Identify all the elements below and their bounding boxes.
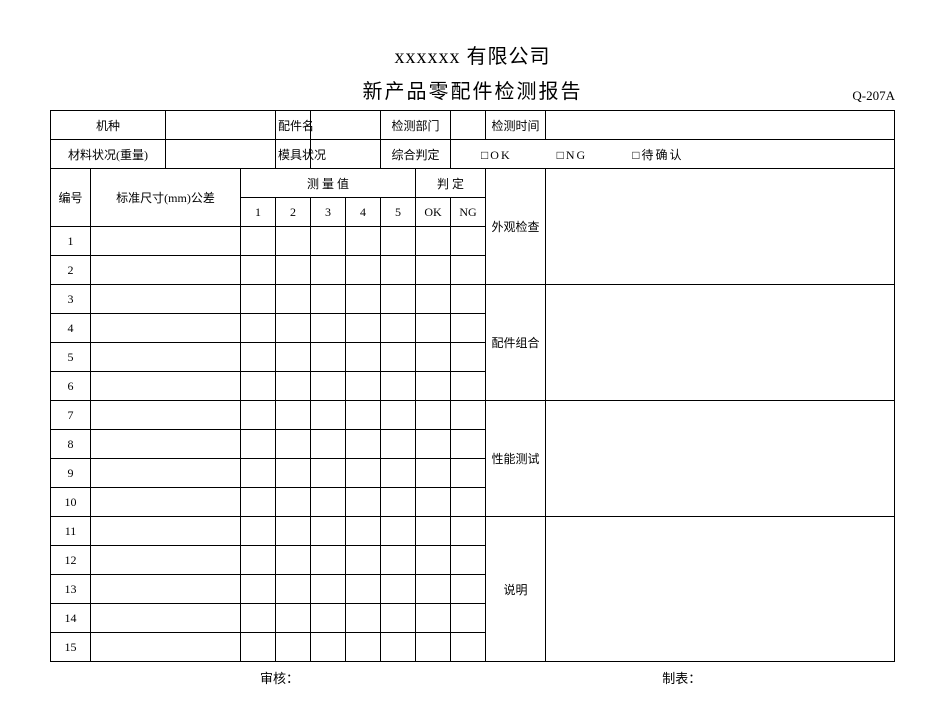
row-no: 8 bbox=[51, 430, 91, 459]
col-judge: 判 定 bbox=[416, 169, 486, 198]
mold-label: 模具状况 bbox=[276, 140, 311, 169]
row-no: 1 bbox=[51, 227, 91, 256]
table-row: 11 说明 bbox=[51, 517, 895, 546]
side-1-value bbox=[546, 169, 895, 285]
part-value bbox=[311, 111, 381, 140]
col-m4: 4 bbox=[346, 198, 381, 227]
row-no: 12 bbox=[51, 546, 91, 575]
col-m2: 2 bbox=[276, 198, 311, 227]
side-2-value bbox=[546, 285, 895, 401]
report-table: 机种 配件名 检测部门 检测时间 材料状况(重量) 模具状况 综合判定 □OK … bbox=[50, 110, 895, 662]
row-no: 10 bbox=[51, 488, 91, 517]
row-no: 13 bbox=[51, 575, 91, 604]
row-no: 14 bbox=[51, 604, 91, 633]
part-label: 配件名 bbox=[276, 111, 311, 140]
row-std bbox=[91, 227, 241, 256]
table-row: 3 配件组合 bbox=[51, 285, 895, 314]
col-m1: 1 bbox=[241, 198, 276, 227]
side-2: 配件组合 bbox=[486, 285, 546, 401]
machine-label: 机种 bbox=[51, 111, 166, 140]
prep-label: 制表： bbox=[662, 668, 701, 687]
col-measure: 测 量 值 bbox=[241, 169, 416, 198]
row-no: 9 bbox=[51, 459, 91, 488]
col-ok: OK bbox=[416, 198, 451, 227]
row-no: 5 bbox=[51, 343, 91, 372]
col-m3: 3 bbox=[311, 198, 346, 227]
row-no: 6 bbox=[51, 372, 91, 401]
dept-value bbox=[451, 111, 486, 140]
header-row-1: 机种 配件名 检测部门 检测时间 bbox=[51, 111, 895, 140]
col-ng: NG bbox=[451, 198, 486, 227]
col-no: 编号 bbox=[51, 169, 91, 227]
footer: 审核： 制表： bbox=[50, 668, 895, 687]
row-ok bbox=[416, 227, 451, 256]
col-std: 标准尺寸(mm)公差 bbox=[91, 169, 241, 227]
material-value bbox=[166, 140, 276, 169]
dept-label: 检测部门 bbox=[381, 111, 451, 140]
machine-value bbox=[166, 111, 276, 140]
opt-ng: □NG bbox=[557, 148, 588, 162]
table-row: 7 性能测试 bbox=[51, 401, 895, 430]
title-area: xxxxxx 有限公司 新产品零配件检测报告 Q-207A bbox=[50, 40, 895, 104]
row-m4 bbox=[346, 227, 381, 256]
row-m3 bbox=[311, 227, 346, 256]
side-3-value bbox=[546, 401, 895, 517]
row-no: 3 bbox=[51, 285, 91, 314]
report-title: 新产品零配件检测报告 bbox=[50, 75, 895, 104]
row-no: 11 bbox=[51, 517, 91, 546]
row-ng bbox=[451, 227, 486, 256]
material-label: 材料状况(重量) bbox=[51, 140, 166, 169]
row-no: 4 bbox=[51, 314, 91, 343]
side-1: 外观检查 bbox=[486, 169, 546, 285]
opt-pending: □待确认 bbox=[632, 148, 683, 162]
opt-ok: □OK bbox=[481, 148, 512, 162]
row-std bbox=[91, 256, 241, 285]
col-m5: 5 bbox=[381, 198, 416, 227]
row-no: 7 bbox=[51, 401, 91, 430]
row-m5 bbox=[381, 227, 416, 256]
thead-row-a: 编号 标准尺寸(mm)公差 测 量 值 判 定 外观检查 bbox=[51, 169, 895, 198]
row-no: 15 bbox=[51, 633, 91, 662]
header-row-2: 材料状况(重量) 模具状况 综合判定 □OK □NG □待确认 bbox=[51, 140, 895, 169]
row-m2 bbox=[276, 227, 311, 256]
row-no: 2 bbox=[51, 256, 91, 285]
side-3: 性能测试 bbox=[486, 401, 546, 517]
judge-label: 综合判定 bbox=[381, 140, 451, 169]
row-m1 bbox=[241, 227, 276, 256]
audit-label: 审核： bbox=[260, 668, 299, 687]
judge-options: □OK □NG □待确认 bbox=[451, 140, 895, 169]
company-name: xxxxxx 有限公司 bbox=[50, 40, 895, 69]
time-label: 检测时间 bbox=[486, 111, 546, 140]
side-4: 说明 bbox=[486, 517, 546, 662]
form-code: Q-207A bbox=[852, 88, 895, 104]
time-value bbox=[546, 111, 895, 140]
side-4-value bbox=[546, 517, 895, 662]
